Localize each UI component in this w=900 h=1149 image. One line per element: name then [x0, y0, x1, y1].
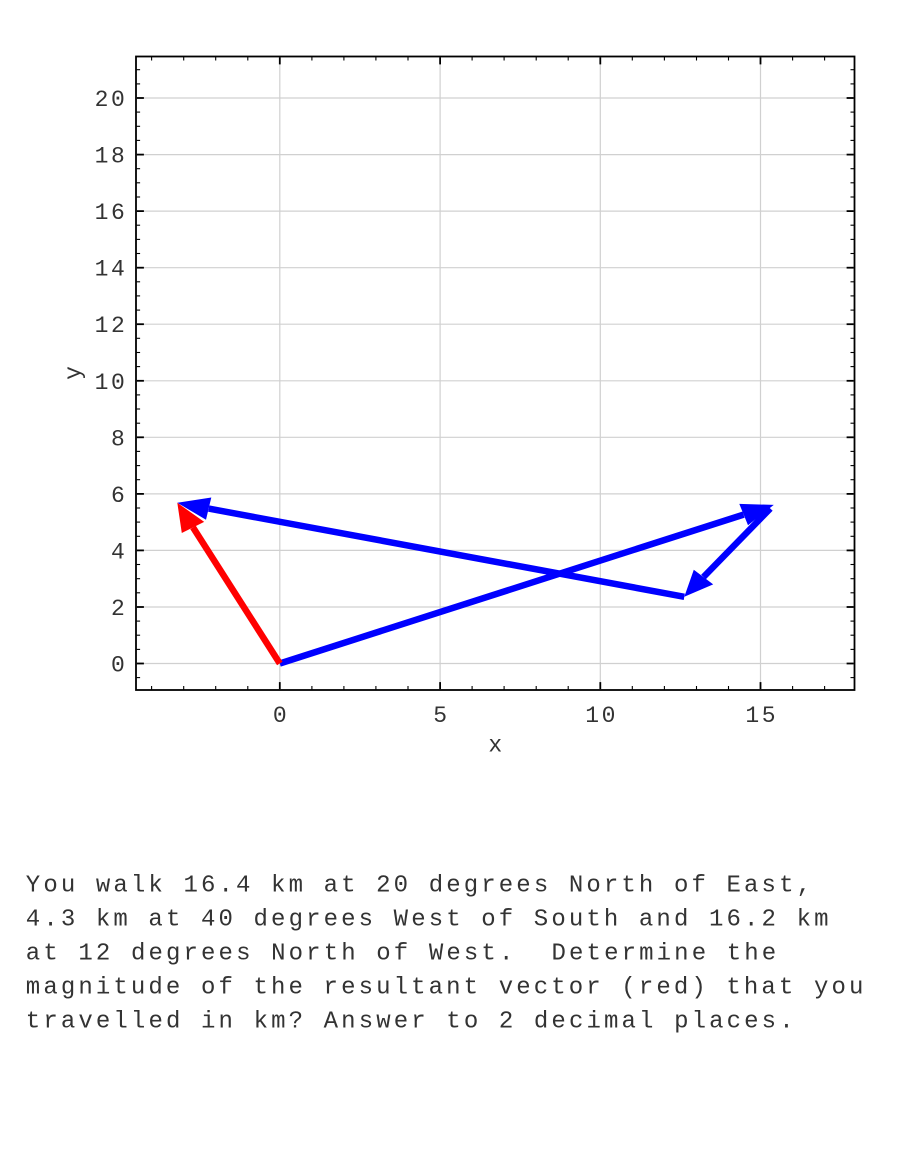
svg-text:18: 18: [95, 144, 128, 170]
svg-text:0: 0: [273, 703, 289, 729]
svg-text:travelled in km? Answer to 2 d: travelled in km? Answer to 2 decimal pla…: [26, 1009, 794, 1036]
svg-text:y: y: [61, 366, 87, 380]
svg-text:4.3 km at 40 degrees West of S: 4.3 km at 40 degrees West of South and 1…: [26, 907, 829, 934]
svg-text:12: 12: [95, 313, 128, 339]
svg-text:4: 4: [111, 539, 127, 565]
svg-text:14: 14: [95, 257, 128, 283]
svg-text:10: 10: [95, 370, 128, 396]
svg-text:10: 10: [585, 703, 618, 729]
svg-text:15: 15: [745, 703, 778, 729]
svg-text:8: 8: [111, 426, 127, 452]
svg-text:16: 16: [95, 200, 128, 226]
svg-text:2: 2: [111, 596, 127, 622]
svg-text:6: 6: [111, 483, 127, 509]
svg-text:0: 0: [111, 653, 127, 679]
svg-text:You walk 16.4 km at 20 degrees: You walk 16.4 km at 20 degrees North of …: [26, 873, 811, 900]
svg-text:at 12 degrees North of West.: at 12 degrees North of West. Determine t…: [26, 941, 776, 968]
svg-text:5: 5: [433, 703, 449, 729]
svg-text:20: 20: [95, 87, 128, 113]
svg-text:magnitude of the resultant vec: magnitude of the resultant vector (red) …: [26, 975, 864, 1002]
svg-text:x: x: [488, 732, 502, 758]
